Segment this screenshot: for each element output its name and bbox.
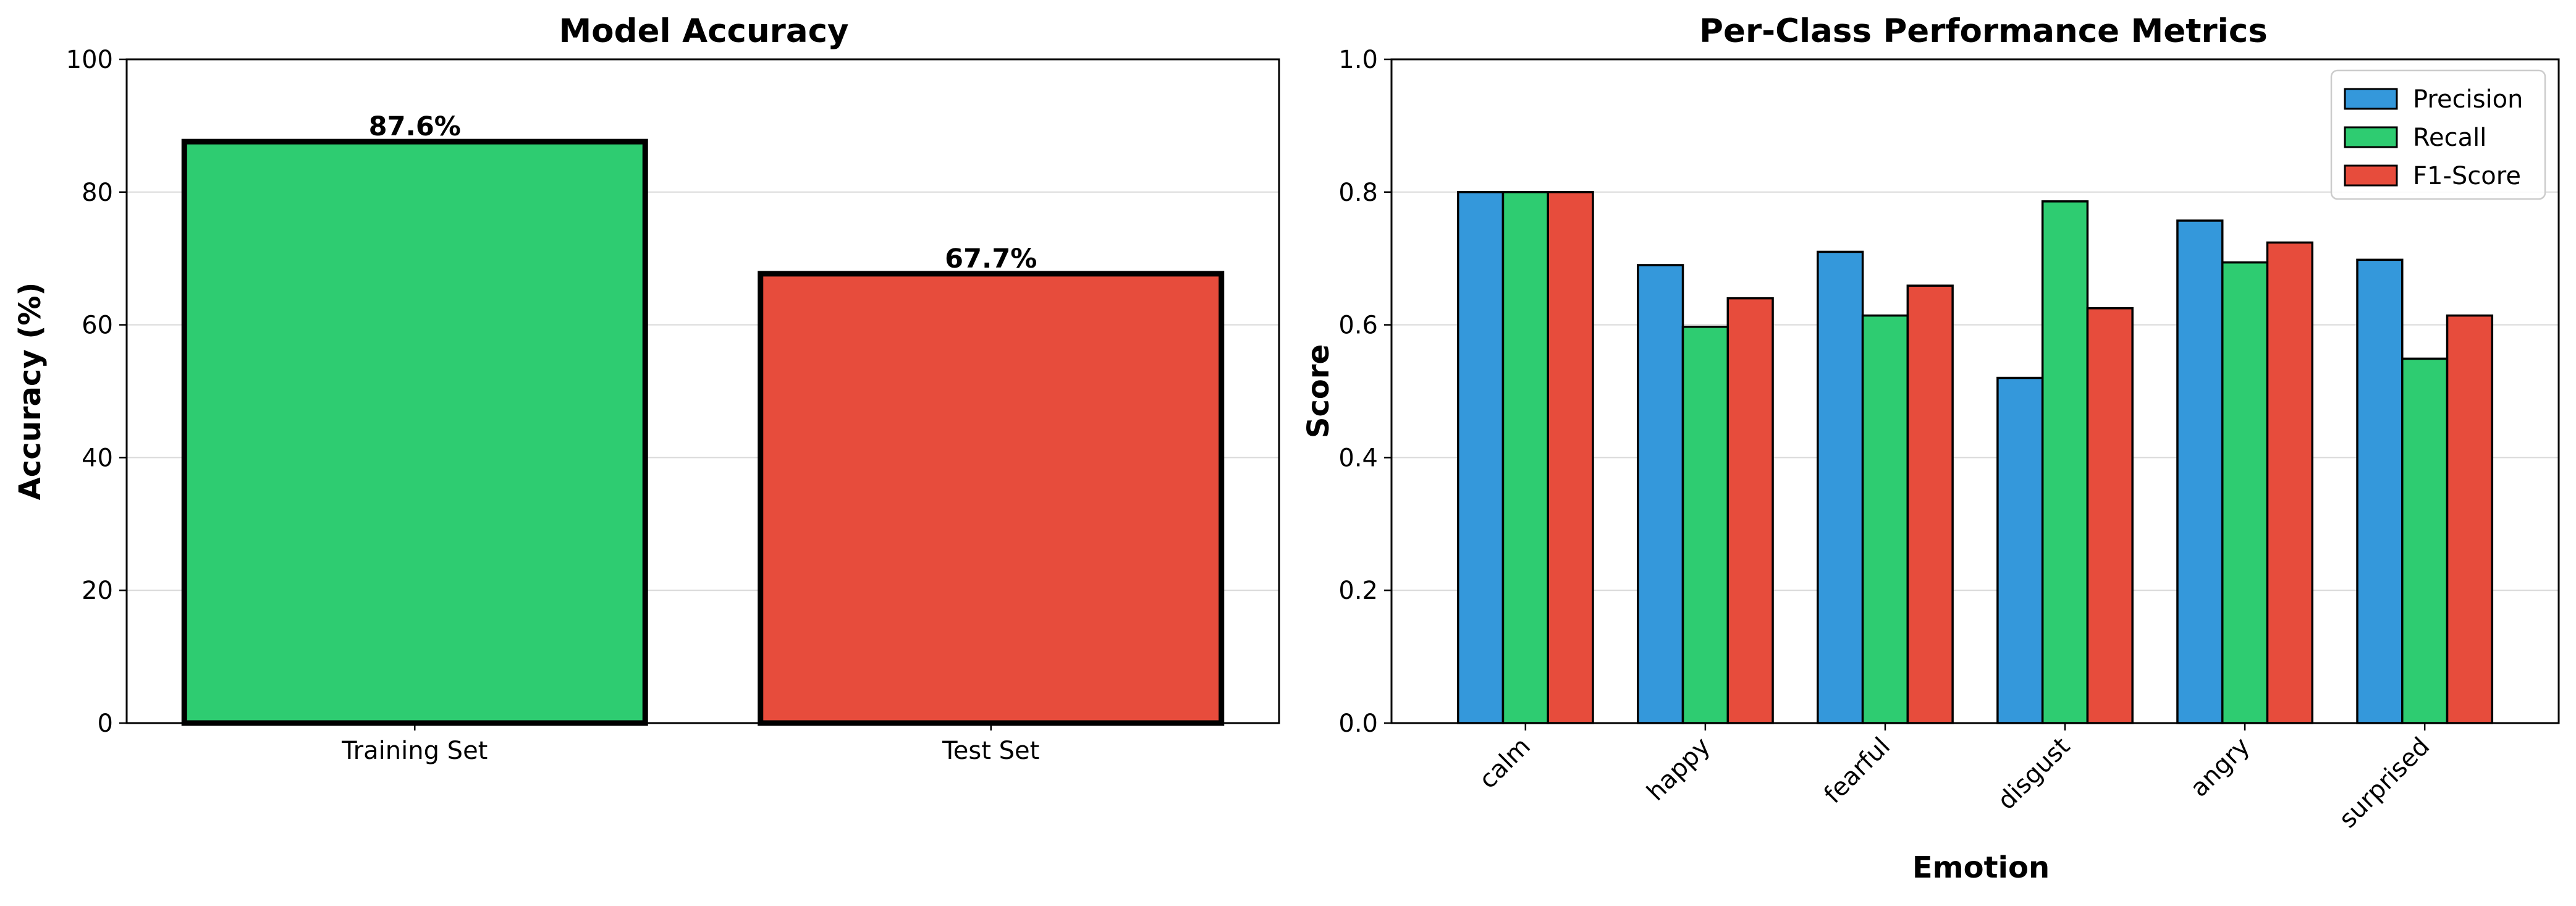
accuracy-y-ticks: 0 20 40 60 80 100 <box>66 46 127 738</box>
per-class-bar-f1-score <box>2446 314 2494 724</box>
accuracy-x-tick-label: Test Set <box>942 737 1039 765</box>
accuracy-chart-title: Model Accuracy <box>559 12 848 50</box>
per-class-chart: Per-Class Performance Metrics 0.00.20.40… <box>1301 12 2560 885</box>
per-class-y-tick-label: 0.8 <box>1338 179 1378 207</box>
accuracy-y-tick-label: 100 <box>66 46 113 74</box>
per-class-x-axis-label: Emotion <box>1912 850 2050 885</box>
per-class-y-axis-label: Score <box>1301 344 1336 438</box>
per-class-y-tick-label: 0.2 <box>1338 577 1378 605</box>
legend-label: F1-Score <box>2413 162 2521 190</box>
accuracy-chart: Model Accuracy 87.6% 67.7% 0 20 40 60 80 100 T… <box>13 12 1280 765</box>
per-class-bar-f1-score <box>1547 191 1594 724</box>
per-class-y-tick-label: 0.0 <box>1338 709 1378 738</box>
accuracy-x-tick-label: Training Set <box>341 737 488 765</box>
per-class-bar-precision <box>1456 191 1505 724</box>
legend-swatch <box>2344 126 2398 148</box>
per-class-bar-recall <box>2401 357 2449 724</box>
accuracy-y-tick-label: 0 <box>98 709 113 738</box>
per-class-bar-f1-score <box>1726 297 1774 724</box>
per-class-y-tick-label: 1.0 <box>1338 46 1378 74</box>
legend-swatch <box>2344 164 2398 187</box>
legend-label: Precision <box>2413 85 2523 114</box>
per-class-bars <box>1456 191 2494 724</box>
per-class-bar-recall <box>1861 314 1909 724</box>
per-class-bar-precision <box>1996 376 2044 724</box>
accuracy-y-tick-label: 20 <box>82 577 113 605</box>
accuracy-bars: 87.6% 67.7% <box>181 111 1225 726</box>
per-class-bar-f1-score <box>2086 307 2134 724</box>
per-class-bar-recall <box>2041 200 2089 724</box>
accuracy-bar <box>758 271 1225 726</box>
accuracy-bar <box>181 138 648 726</box>
accuracy-y-tick-label: 40 <box>82 444 113 472</box>
legend-label: Recall <box>2413 124 2486 152</box>
per-class-bar-precision <box>1817 250 1864 724</box>
per-class-legend: Precision Recall F1-Score <box>2330 69 2546 200</box>
per-class-bar-recall <box>1681 326 1729 724</box>
per-class-bar-precision <box>1637 264 1684 724</box>
per-class-bar-precision <box>2176 219 2224 724</box>
per-class-y-tick-label: 0.4 <box>1338 444 1378 472</box>
accuracy-y-axis-label: Accuracy (%) <box>13 282 48 501</box>
per-class-bar-precision <box>2356 258 2404 724</box>
accuracy-plot-frame <box>125 58 1280 724</box>
per-class-y-tick-label: 0.6 <box>1338 311 1378 340</box>
per-class-y-ticks: 0.0 0.2 0.4 0.6 0.8 1.0 <box>1338 46 1391 738</box>
per-class-plot-frame <box>1390 58 2560 724</box>
accuracy-bar-value-label: 67.7% <box>945 243 1037 274</box>
per-class-chart-title: Per-Class Performance Metrics <box>1699 12 2268 50</box>
per-class-bar-recall <box>1501 191 1549 724</box>
accuracy-bar-value-label: 87.6% <box>369 111 461 142</box>
per-class-bar-f1-score <box>1906 284 1954 724</box>
accuracy-x-ticks: Training Set Test Set <box>341 723 1039 765</box>
legend-swatch <box>2344 88 2398 110</box>
accuracy-y-tick-label: 60 <box>82 311 113 340</box>
accuracy-y-tick-label: 80 <box>82 179 113 207</box>
per-class-bar-recall <box>2221 261 2269 724</box>
per-class-bar-f1-score <box>2266 241 2313 724</box>
